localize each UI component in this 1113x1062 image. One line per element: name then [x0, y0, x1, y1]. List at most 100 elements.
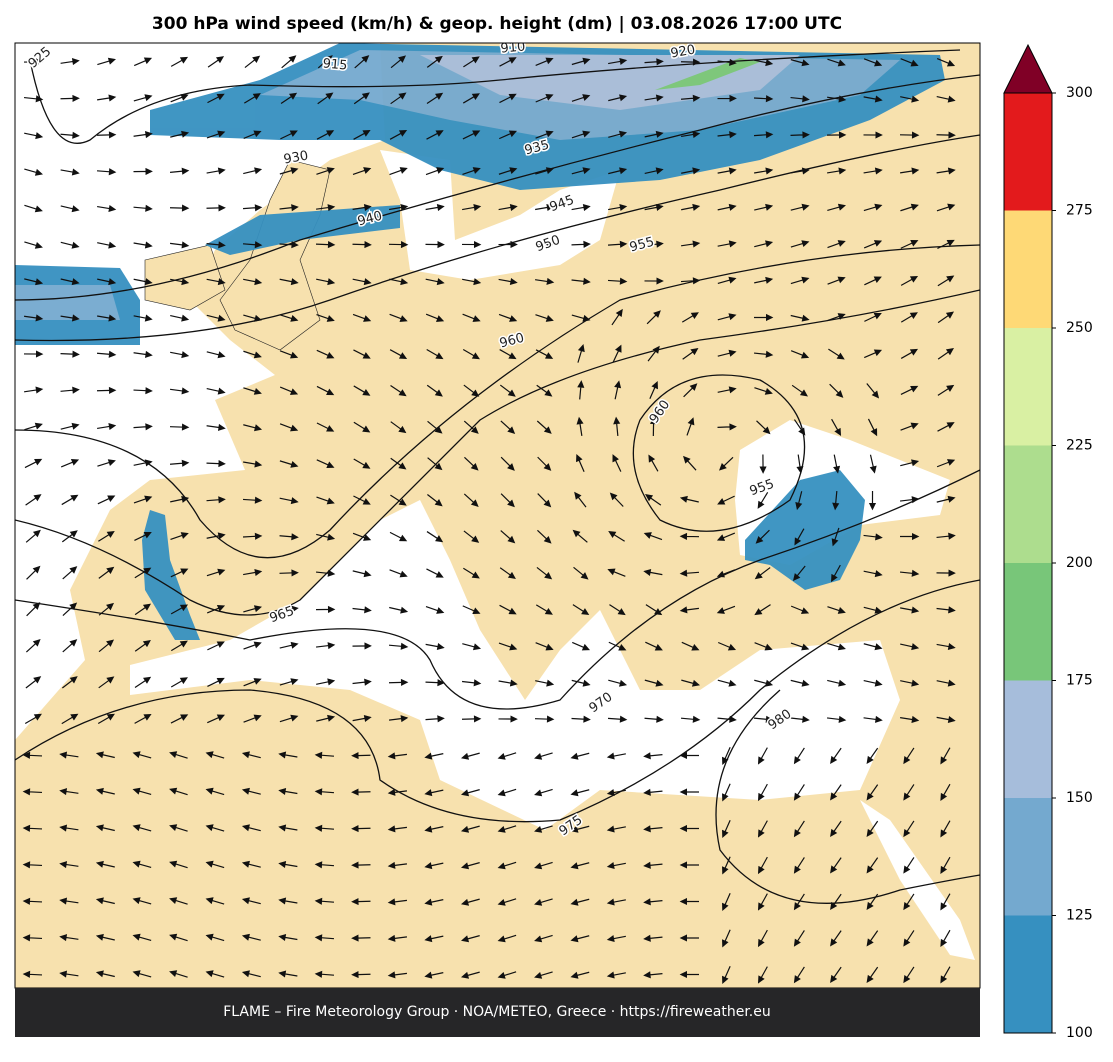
wind-arrow — [98, 639, 115, 653]
wind-arrow — [679, 897, 700, 906]
wind-arrow — [686, 417, 695, 436]
wind-arrow — [681, 641, 700, 651]
wind-arrow — [717, 715, 737, 723]
wind-arrow — [644, 203, 664, 211]
wind-arrow — [937, 239, 955, 250]
wind-arrow — [424, 898, 444, 906]
wind-arrow — [790, 167, 810, 175]
wind-arrow — [463, 493, 479, 507]
wind-arrow — [279, 497, 299, 505]
wind-arrow — [680, 715, 701, 723]
wind-arrow — [757, 929, 768, 948]
wind-arrow — [170, 351, 190, 359]
wind-arrow — [753, 350, 774, 358]
wind-arrow — [279, 204, 299, 212]
wind-arrow — [680, 58, 701, 66]
wind-arrow — [388, 241, 409, 249]
wind-arrow — [241, 824, 261, 832]
wind-arrow — [206, 568, 226, 577]
wind-arrow — [206, 387, 226, 395]
wind-arrow — [389, 203, 409, 212]
wind-arrow — [614, 380, 622, 400]
wind-arrow — [460, 825, 480, 833]
wind-arrow — [389, 569, 408, 578]
wind-arrow — [680, 94, 701, 102]
wind-arrow — [426, 92, 444, 104]
footer-band — [15, 988, 980, 1037]
wind-arrow — [427, 457, 443, 471]
wind-arrow — [351, 898, 371, 906]
wind-arrow — [756, 420, 771, 435]
wind-arrow — [903, 930, 915, 947]
wind-arrow — [351, 861, 371, 869]
wind-arrow — [536, 384, 553, 397]
wind-arrow — [242, 204, 263, 212]
wind-arrow — [170, 604, 189, 615]
wind-arrow — [866, 893, 879, 911]
wind-arrow — [133, 350, 153, 358]
wind-arrow — [864, 312, 882, 322]
wind-arrow — [607, 568, 626, 577]
wind-arrow — [132, 824, 152, 832]
wind-arrow — [24, 168, 43, 176]
wind-arrow — [24, 458, 43, 469]
wind-arrow — [681, 679, 701, 687]
wind-arrow — [534, 861, 553, 870]
wind-arrow — [206, 314, 226, 322]
wind-arrow — [425, 203, 445, 212]
footer-credit: FLAME – Fire Meteorology Group · NOA/MET… — [223, 1004, 771, 1020]
wind-arrow — [281, 55, 297, 69]
wind-arrow — [722, 966, 731, 984]
wind-arrow — [500, 420, 516, 435]
wind-arrow — [864, 349, 883, 359]
wind-arrow — [832, 490, 840, 511]
wind-arrow — [498, 679, 518, 687]
wind-arrow — [609, 604, 626, 616]
colorbar-tick-label: 175 — [1066, 673, 1093, 689]
wind-arrow — [22, 751, 43, 759]
wind-arrow — [133, 495, 153, 504]
wind-arrow — [461, 715, 482, 723]
wind-arrow — [863, 715, 883, 723]
wind-arrow — [207, 56, 225, 68]
wind-arrow — [903, 857, 915, 874]
wind-arrow — [683, 383, 698, 398]
wind-arrow — [170, 677, 188, 688]
wind-arrow — [606, 789, 626, 797]
wind-arrow — [316, 349, 335, 359]
wind-arrow — [936, 131, 956, 139]
wind-arrow — [500, 456, 515, 471]
wind-arrow — [316, 496, 335, 505]
wind-arrow — [24, 278, 44, 286]
wind-arrow — [572, 641, 591, 651]
wind-arrow — [133, 314, 153, 322]
wind-arrow — [643, 971, 663, 979]
wind-arrow — [643, 752, 663, 760]
wind-arrow — [425, 643, 445, 651]
wind-arrow — [97, 94, 117, 102]
wind-arrow — [608, 203, 628, 211]
wind-arrow — [754, 240, 774, 248]
wind-arrow — [460, 898, 480, 906]
wind-arrow — [60, 205, 80, 213]
wind-arrow — [243, 278, 263, 286]
wind-arrow — [205, 933, 225, 942]
wind-arrow — [59, 824, 79, 832]
colorbar-segment — [1004, 93, 1052, 211]
wind-arrow — [643, 568, 663, 576]
wind-arrow — [353, 421, 371, 433]
wind-arrow — [133, 167, 153, 176]
wind-arrow — [278, 933, 298, 942]
wind-arrow — [790, 276, 810, 285]
wind-arrow — [389, 531, 408, 542]
wind-arrow — [206, 204, 226, 212]
wind-arrow — [170, 314, 190, 322]
wind-arrow — [460, 971, 480, 979]
wind-arrow — [96, 131, 117, 139]
wind-arrow — [570, 752, 590, 760]
wind-arrow — [866, 784, 879, 801]
wind-arrow — [863, 240, 883, 249]
wind-arrow — [22, 897, 43, 905]
wind-arrow — [497, 788, 517, 797]
